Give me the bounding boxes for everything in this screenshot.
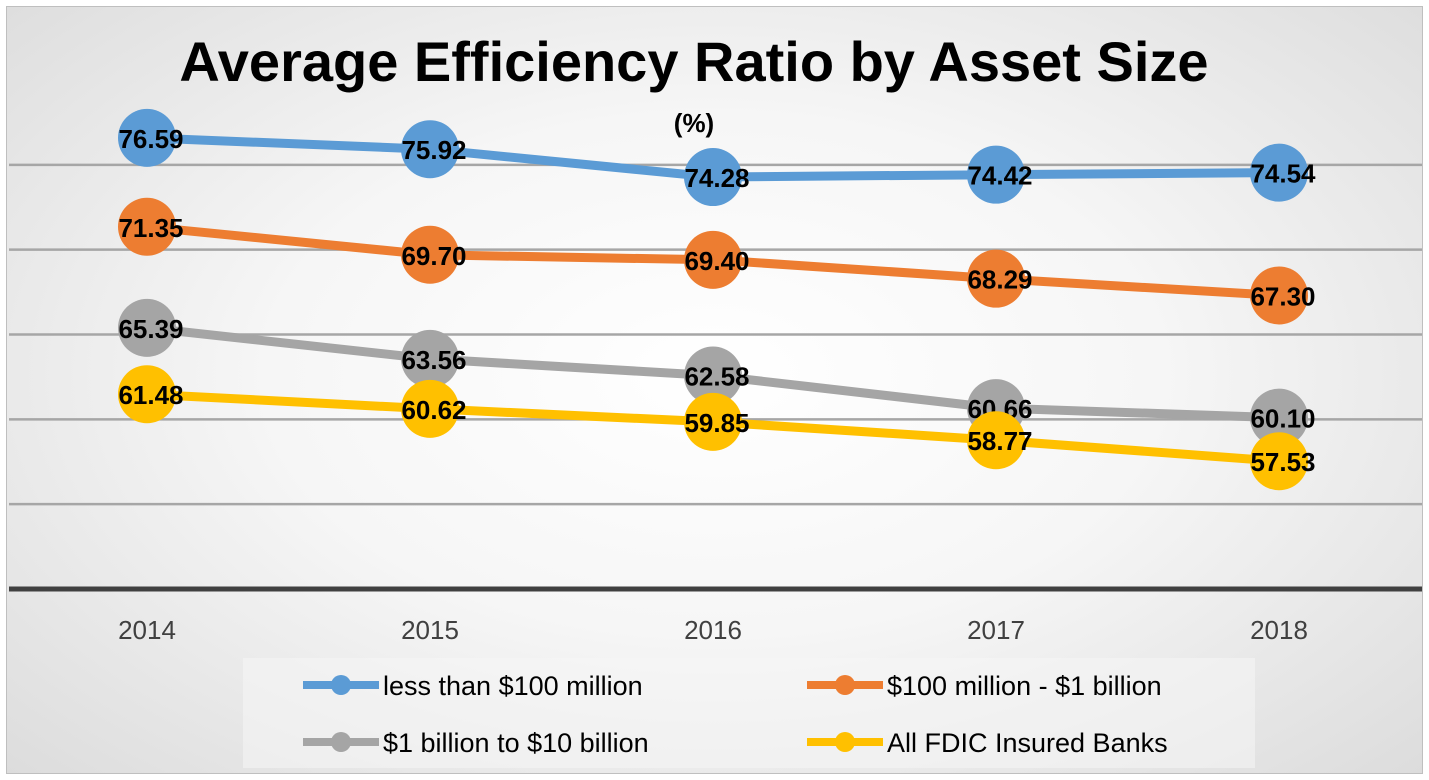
data-label: 71.35: [118, 213, 183, 243]
legend-item: All FDIC Insured Banks: [807, 728, 1168, 758]
x-tick-label: 2018: [1250, 615, 1308, 645]
data-point: [118, 365, 176, 424]
chart-frame: 2014 2015 2016 2017 2018 Average Efficiency …: [6, 6, 1423, 774]
data-point: [401, 120, 459, 179]
data-point: [401, 329, 459, 388]
data-point: [1250, 143, 1308, 202]
legend-swatch-marker: [835, 732, 855, 752]
series-1: 76.59 75.92 74.28 74.42 74.54: [118, 108, 1316, 207]
data-label: 69.70: [401, 241, 466, 271]
data-point: [1250, 266, 1308, 325]
data-point: [967, 411, 1025, 470]
data-point: [118, 108, 176, 167]
data-point: [118, 197, 176, 256]
legend-item: $100 million - $1 billion: [807, 671, 1162, 701]
legend-swatch-marker: [331, 732, 351, 752]
data-label: 75.92: [401, 135, 466, 165]
data-label: 74.28: [684, 163, 749, 193]
data-point: [684, 346, 742, 405]
line-chart: 2014 2015 2016 2017 2018 Average Efficiency …: [9, 30, 1422, 768]
legend-label: $1 billion to $10 billion: [383, 728, 649, 758]
x-axis: 2014 2015 2016 2017 2018: [9, 586, 1422, 645]
data-label: 67.30: [1250, 281, 1315, 311]
data-point: [967, 249, 1025, 308]
series-4: 61.48 60.62 59.85 58.77 57.53: [118, 365, 1316, 491]
legend-item: less than $100 million: [303, 671, 643, 701]
x-tick-label: 2014: [118, 615, 176, 645]
data-label: 69.40: [684, 246, 749, 276]
legend-swatch-marker: [331, 675, 351, 695]
legend-label: less than $100 million: [383, 671, 643, 701]
data-point: [1250, 432, 1308, 491]
data-label: 74.42: [967, 161, 1032, 191]
data-label: 60.62: [401, 395, 466, 425]
data-label: 63.56: [401, 345, 466, 375]
data-label: 65.39: [118, 314, 183, 344]
chart-subtitle: (%): [674, 108, 714, 138]
data-point: [967, 145, 1025, 204]
data-point: [684, 148, 742, 207]
x-tick-label: 2015: [401, 615, 459, 645]
legend-swatch-marker: [835, 675, 855, 695]
data-label: 60.10: [1250, 404, 1315, 434]
series-2: 71.35 69.70 69.40 68.29 67.30: [118, 197, 1316, 325]
data-point: [684, 392, 742, 451]
data-point: [118, 298, 176, 357]
legend-box: [243, 658, 1255, 768]
data-point: [1250, 388, 1308, 447]
legend: less than $100 million $100 million - $1 …: [243, 658, 1255, 768]
data-label: 61.48: [118, 380, 183, 410]
data-label: 62.58: [684, 362, 749, 392]
data-point: [401, 379, 459, 438]
data-label: 74.54: [1250, 159, 1316, 189]
legend-item: $1 billion to $10 billion: [303, 728, 649, 758]
data-point: [401, 225, 459, 284]
series-layer: 76.59 75.92 74.28 74.42 74.54 71.35 69.70 69.40…: [118, 108, 1316, 491]
chart-title: Average Efficiency Ratio by Asset Size: [179, 30, 1208, 93]
data-label: 76.59: [118, 124, 183, 154]
data-label: 57.53: [1250, 447, 1315, 477]
data-label: 58.77: [967, 426, 1032, 456]
x-tick-label: 2016: [684, 615, 742, 645]
legend-label: $100 million - $1 billion: [887, 671, 1162, 701]
x-tick-label: 2017: [967, 615, 1025, 645]
legend-label: All FDIC Insured Banks: [887, 728, 1168, 758]
data-label: 59.85: [684, 408, 749, 438]
data-point: [684, 230, 742, 289]
data-label: 68.29: [967, 265, 1032, 295]
